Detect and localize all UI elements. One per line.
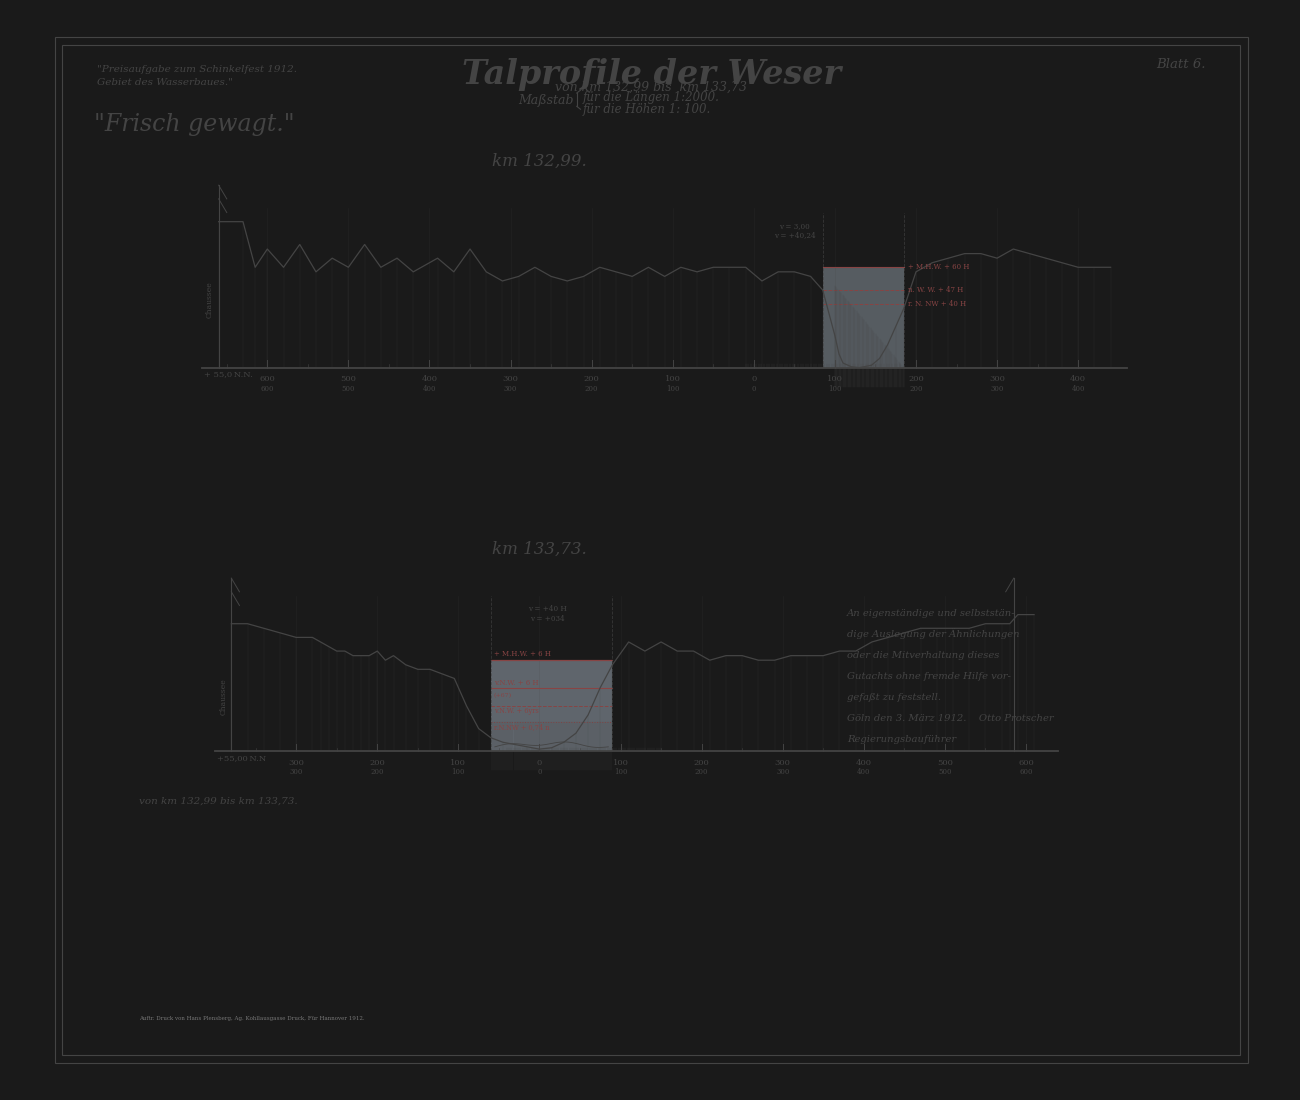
Text: + M.H.W. + 60 H: + M.H.W. + 60 H bbox=[907, 263, 968, 272]
Text: 400: 400 bbox=[421, 375, 438, 383]
Text: n. W. W. + 47 H: n. W. W. + 47 H bbox=[907, 286, 963, 294]
Text: 100: 100 bbox=[451, 769, 465, 777]
Text: 0: 0 bbox=[537, 759, 542, 767]
Text: Talprofile der Weser: Talprofile der Weser bbox=[462, 58, 841, 91]
Bar bbox=[823, 267, 903, 367]
Text: An eigenständige und selbststän-: An eigenständige und selbststän- bbox=[848, 609, 1015, 618]
Text: 600: 600 bbox=[1019, 769, 1032, 777]
Text: + 55,0 N.N.: + 55,0 N.N. bbox=[204, 371, 254, 378]
Text: gefaßt zu feststell.: gefaßt zu feststell. bbox=[848, 693, 941, 702]
Text: Chaussee: Chaussee bbox=[205, 280, 213, 318]
Text: v = 3,00
v = +40,24: v = 3,00 v = +40,24 bbox=[774, 222, 815, 239]
Text: 600: 600 bbox=[260, 385, 274, 393]
Text: r. N. NW + 40 H: r. N. NW + 40 H bbox=[907, 300, 966, 308]
Text: Maßstab: Maßstab bbox=[519, 94, 573, 107]
Text: 300: 300 bbox=[289, 759, 304, 767]
Text: Gebiet des Wasserbaues.": Gebiet des Wasserbaues." bbox=[96, 78, 233, 87]
Text: 200: 200 bbox=[909, 375, 924, 383]
Text: (+67): (+67) bbox=[494, 693, 512, 698]
Text: 200: 200 bbox=[696, 769, 708, 777]
Text: 100: 100 bbox=[828, 385, 841, 393]
Text: 100: 100 bbox=[450, 759, 467, 767]
Text: 200: 200 bbox=[369, 759, 385, 767]
Text: 0: 0 bbox=[751, 375, 757, 383]
Text: 100: 100 bbox=[827, 375, 842, 383]
Text: 400: 400 bbox=[422, 385, 437, 393]
Text: 500: 500 bbox=[341, 375, 356, 383]
Text: 600: 600 bbox=[1018, 759, 1034, 767]
Text: + M.H.W. + 6 H: + M.H.W. + 6 H bbox=[494, 650, 550, 658]
Text: Auftr. Druck von Hans Plensberg, Ag. Kohllausgasse Druck, Für Hannover 1912.: Auftr. Druck von Hans Plensberg, Ag. Koh… bbox=[139, 1016, 364, 1021]
Text: "Preisaufgabe zum Schinkelfest 1912.: "Preisaufgabe zum Schinkelfest 1912. bbox=[96, 66, 296, 75]
Text: 300: 300 bbox=[290, 769, 303, 777]
Text: 500: 500 bbox=[342, 385, 355, 393]
Text: 400: 400 bbox=[1071, 385, 1086, 393]
Text: 400: 400 bbox=[855, 759, 872, 767]
Text: "Frisch gewagt.": "Frisch gewagt." bbox=[94, 113, 295, 136]
Text: km 132,99.: km 132,99. bbox=[493, 153, 586, 169]
Text: 200: 200 bbox=[909, 385, 923, 393]
Text: von km 132,99 bis  km 133,73: von km 132,99 bis km 133,73 bbox=[555, 80, 748, 94]
Text: 300: 300 bbox=[776, 769, 789, 777]
Text: +55,00 N.N: +55,00 N.N bbox=[217, 755, 266, 762]
Text: 0: 0 bbox=[751, 385, 757, 393]
Text: Regierungsbauführer: Regierungsbauführer bbox=[848, 735, 956, 744]
Text: von km 132,99 bis km 133,73.: von km 132,99 bis km 133,73. bbox=[139, 796, 298, 805]
Text: 200: 200 bbox=[370, 769, 383, 777]
Text: dige Auslegung der Ähnlichungen: dige Auslegung der Ähnlichungen bbox=[848, 628, 1019, 639]
Text: 300: 300 bbox=[775, 759, 790, 767]
Text: Göln den 3. März 1912.    Otto Protscher: Göln den 3. März 1912. Otto Protscher bbox=[848, 714, 1053, 723]
Text: v.N.W. + 6 H: v.N.W. + 6 H bbox=[494, 679, 538, 686]
Text: v.N.W. + 6yrs: v.N.W. + 6yrs bbox=[494, 707, 538, 715]
Text: oder die Mitverhaltung dieses: oder die Mitverhaltung dieses bbox=[848, 651, 1000, 660]
Text: 100: 100 bbox=[612, 759, 628, 767]
Text: 400: 400 bbox=[857, 769, 871, 777]
Text: r.N.NW + 0,74 n: r.N.NW + 0,74 n bbox=[494, 723, 549, 730]
Text: 600: 600 bbox=[260, 375, 276, 383]
Text: Chaussee: Chaussee bbox=[220, 679, 228, 715]
Text: v = +40 H
v = +034: v = +40 H v = +034 bbox=[528, 605, 567, 623]
Text: 400: 400 bbox=[1070, 375, 1087, 383]
Text: 200: 200 bbox=[584, 375, 599, 383]
Text: für die Höhen 1: 100.: für die Höhen 1: 100. bbox=[582, 103, 711, 117]
Text: Blatt 6.: Blatt 6. bbox=[1156, 58, 1206, 70]
Text: für die Längen 1:2000.: für die Längen 1:2000. bbox=[582, 91, 719, 104]
Text: 100: 100 bbox=[666, 385, 680, 393]
Bar bbox=[491, 660, 612, 751]
Text: 500: 500 bbox=[939, 769, 952, 777]
Text: 300: 300 bbox=[504, 385, 517, 393]
Text: 300: 300 bbox=[989, 375, 1005, 383]
Text: 0: 0 bbox=[537, 769, 542, 777]
Text: km 133,73.: km 133,73. bbox=[493, 540, 586, 558]
Text: 100: 100 bbox=[664, 375, 681, 383]
Text: 300: 300 bbox=[991, 385, 1004, 393]
Text: 200: 200 bbox=[585, 385, 598, 393]
Text: Gutachts ohne fremde Hilfe vor-: Gutachts ohne fremde Hilfe vor- bbox=[848, 672, 1011, 681]
Text: 500: 500 bbox=[937, 759, 953, 767]
Text: 300: 300 bbox=[503, 375, 519, 383]
Text: 200: 200 bbox=[694, 759, 710, 767]
Text: 100: 100 bbox=[614, 769, 628, 777]
